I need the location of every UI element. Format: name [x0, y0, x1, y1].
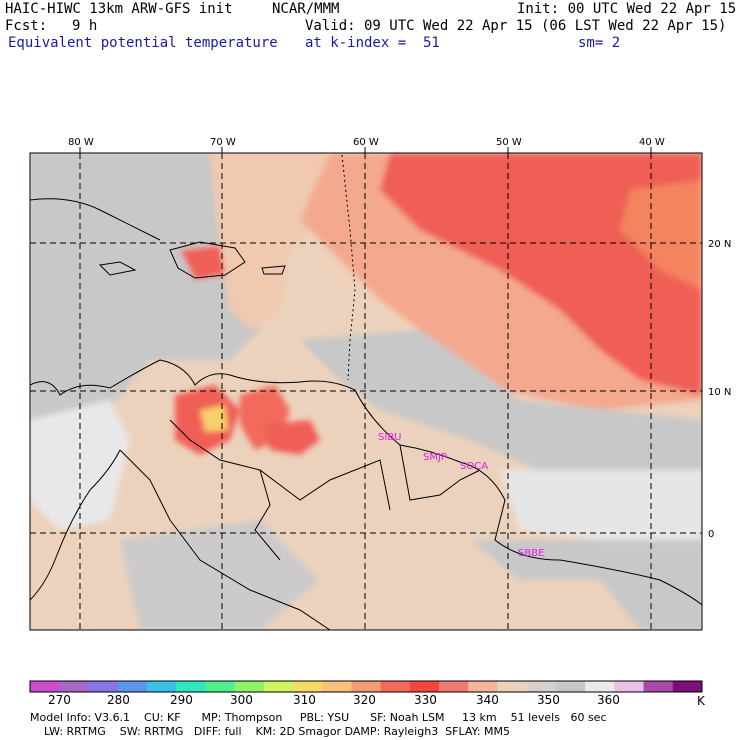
coast-cuba — [30, 198, 161, 241]
border-colombia — [119, 449, 331, 630]
colorbar-swatch — [176, 681, 206, 692]
colorbar-swatch — [614, 681, 645, 692]
colorbar-unit: K — [697, 694, 706, 708]
colorbar-tick-label: 360 — [597, 693, 620, 707]
field-region-grey-center — [300, 330, 702, 500]
colorbar-swatch — [380, 681, 411, 692]
border-brazil — [254, 469, 281, 561]
organization: NCAR/MMM — [272, 1, 340, 17]
lon-label: 80 W — [68, 137, 94, 148]
top-ticks — [79, 147, 652, 153]
colorbar-swatch — [117, 681, 148, 692]
colorbar-tick-label: 310 — [293, 693, 316, 707]
colorbar-swatch — [351, 681, 382, 692]
init-time: Init: 00 UTC Wed 22 Apr 15 — [517, 1, 737, 17]
lon-label: 50 W — [496, 137, 522, 148]
colorbar-swatch — [468, 681, 498, 692]
colorbar-swatch — [146, 681, 177, 692]
lon-label: 60 W — [353, 137, 379, 148]
border-guianas — [399, 444, 481, 501]
colorbar-swatch — [643, 681, 674, 692]
colorbar-tick-label: 290 — [170, 693, 193, 707]
colorbar-tick-label: 340 — [476, 693, 499, 707]
colorbar-tick-label: 330 — [414, 693, 437, 707]
coastlines — [30, 154, 702, 630]
theta-e-field — [30, 153, 702, 630]
colorbar-swatch — [526, 681, 557, 692]
colorbar-swatch — [30, 681, 60, 692]
colorbar-swatch — [497, 681, 528, 692]
colorbar-frame — [29, 680, 703, 693]
lat-label: 10 N — [708, 387, 731, 398]
field-region-red-orinoco — [265, 420, 320, 455]
forecast-hour: 9 h — [72, 18, 98, 34]
colorbar-swatch — [88, 681, 119, 692]
colorbar-swatch — [59, 681, 89, 692]
colorbar-tick-label: 320 — [353, 693, 376, 707]
coast-jamaica — [98, 261, 137, 276]
coast-south-america-north — [30, 359, 702, 606]
colorbar-swatch — [439, 681, 469, 692]
colorbar-swatch — [292, 681, 323, 692]
field-name: Equivalent potential temperature — [8, 35, 278, 51]
colorbar-swatch — [555, 681, 586, 692]
colorbar-swatch — [263, 681, 294, 692]
station-label: SOCA — [460, 461, 488, 472]
station-label: SBBE — [518, 548, 544, 559]
colorbar-swatch — [409, 681, 440, 692]
lat-label: 20 N — [708, 239, 731, 250]
station-label: SMJP — [423, 452, 447, 463]
lon-label: 40 W — [639, 137, 665, 148]
colorbar-swatch — [234, 681, 265, 692]
colorbar-swatch — [672, 681, 703, 692]
colorbar — [29, 680, 703, 693]
valid-time: Valid: 09 UTC Wed 22 Apr 15 (06 LST Wed … — [305, 18, 727, 34]
colorbar-tick-label: 280 — [107, 693, 130, 707]
coast-lesser-antilles — [341, 154, 356, 381]
colorbar-swatch — [585, 681, 615, 692]
forecast-label: Fcst: — [5, 18, 48, 34]
lat-label: 0 — [708, 529, 714, 540]
field-region-grey-southeast — [470, 540, 702, 630]
model-title: HAIC-HIWC 13km ARW-GFS init — [5, 1, 233, 17]
physics-info-line: LW: RRTMG SW: RRTMG DIFF: full KM: 2D Sm… — [30, 725, 510, 738]
graticule — [30, 153, 702, 630]
colorbar-tick-label: 270 — [48, 693, 71, 707]
field-region-red-hispaniola — [180, 245, 225, 280]
model-info-line: Model Info: V3.6.1 CU: KF MP: Thompson P… — [30, 711, 607, 724]
smoothing: sm= 2 — [578, 35, 621, 51]
stations: SIBU SMJP SOCA SBBE — [378, 432, 544, 559]
coast-puerto-rico — [261, 265, 286, 275]
field-region-yellow-maracaibo — [200, 405, 228, 432]
field-region-orange-east — [620, 180, 702, 290]
lon-label: 70 W — [210, 137, 236, 148]
level-index: at k-index = 51 — [305, 35, 440, 51]
colorbar-tick-label: 300 — [230, 693, 253, 707]
coast-south-america-west — [30, 449, 121, 601]
colorbar-swatch — [322, 681, 352, 692]
station-label: SIBU — [378, 432, 401, 443]
border-venezuela — [169, 419, 391, 511]
colorbar-tick-label: 350 — [537, 693, 560, 707]
field-region-red-core — [380, 153, 702, 395]
colorbar-swatch — [205, 681, 236, 692]
map-frame — [29, 152, 703, 631]
